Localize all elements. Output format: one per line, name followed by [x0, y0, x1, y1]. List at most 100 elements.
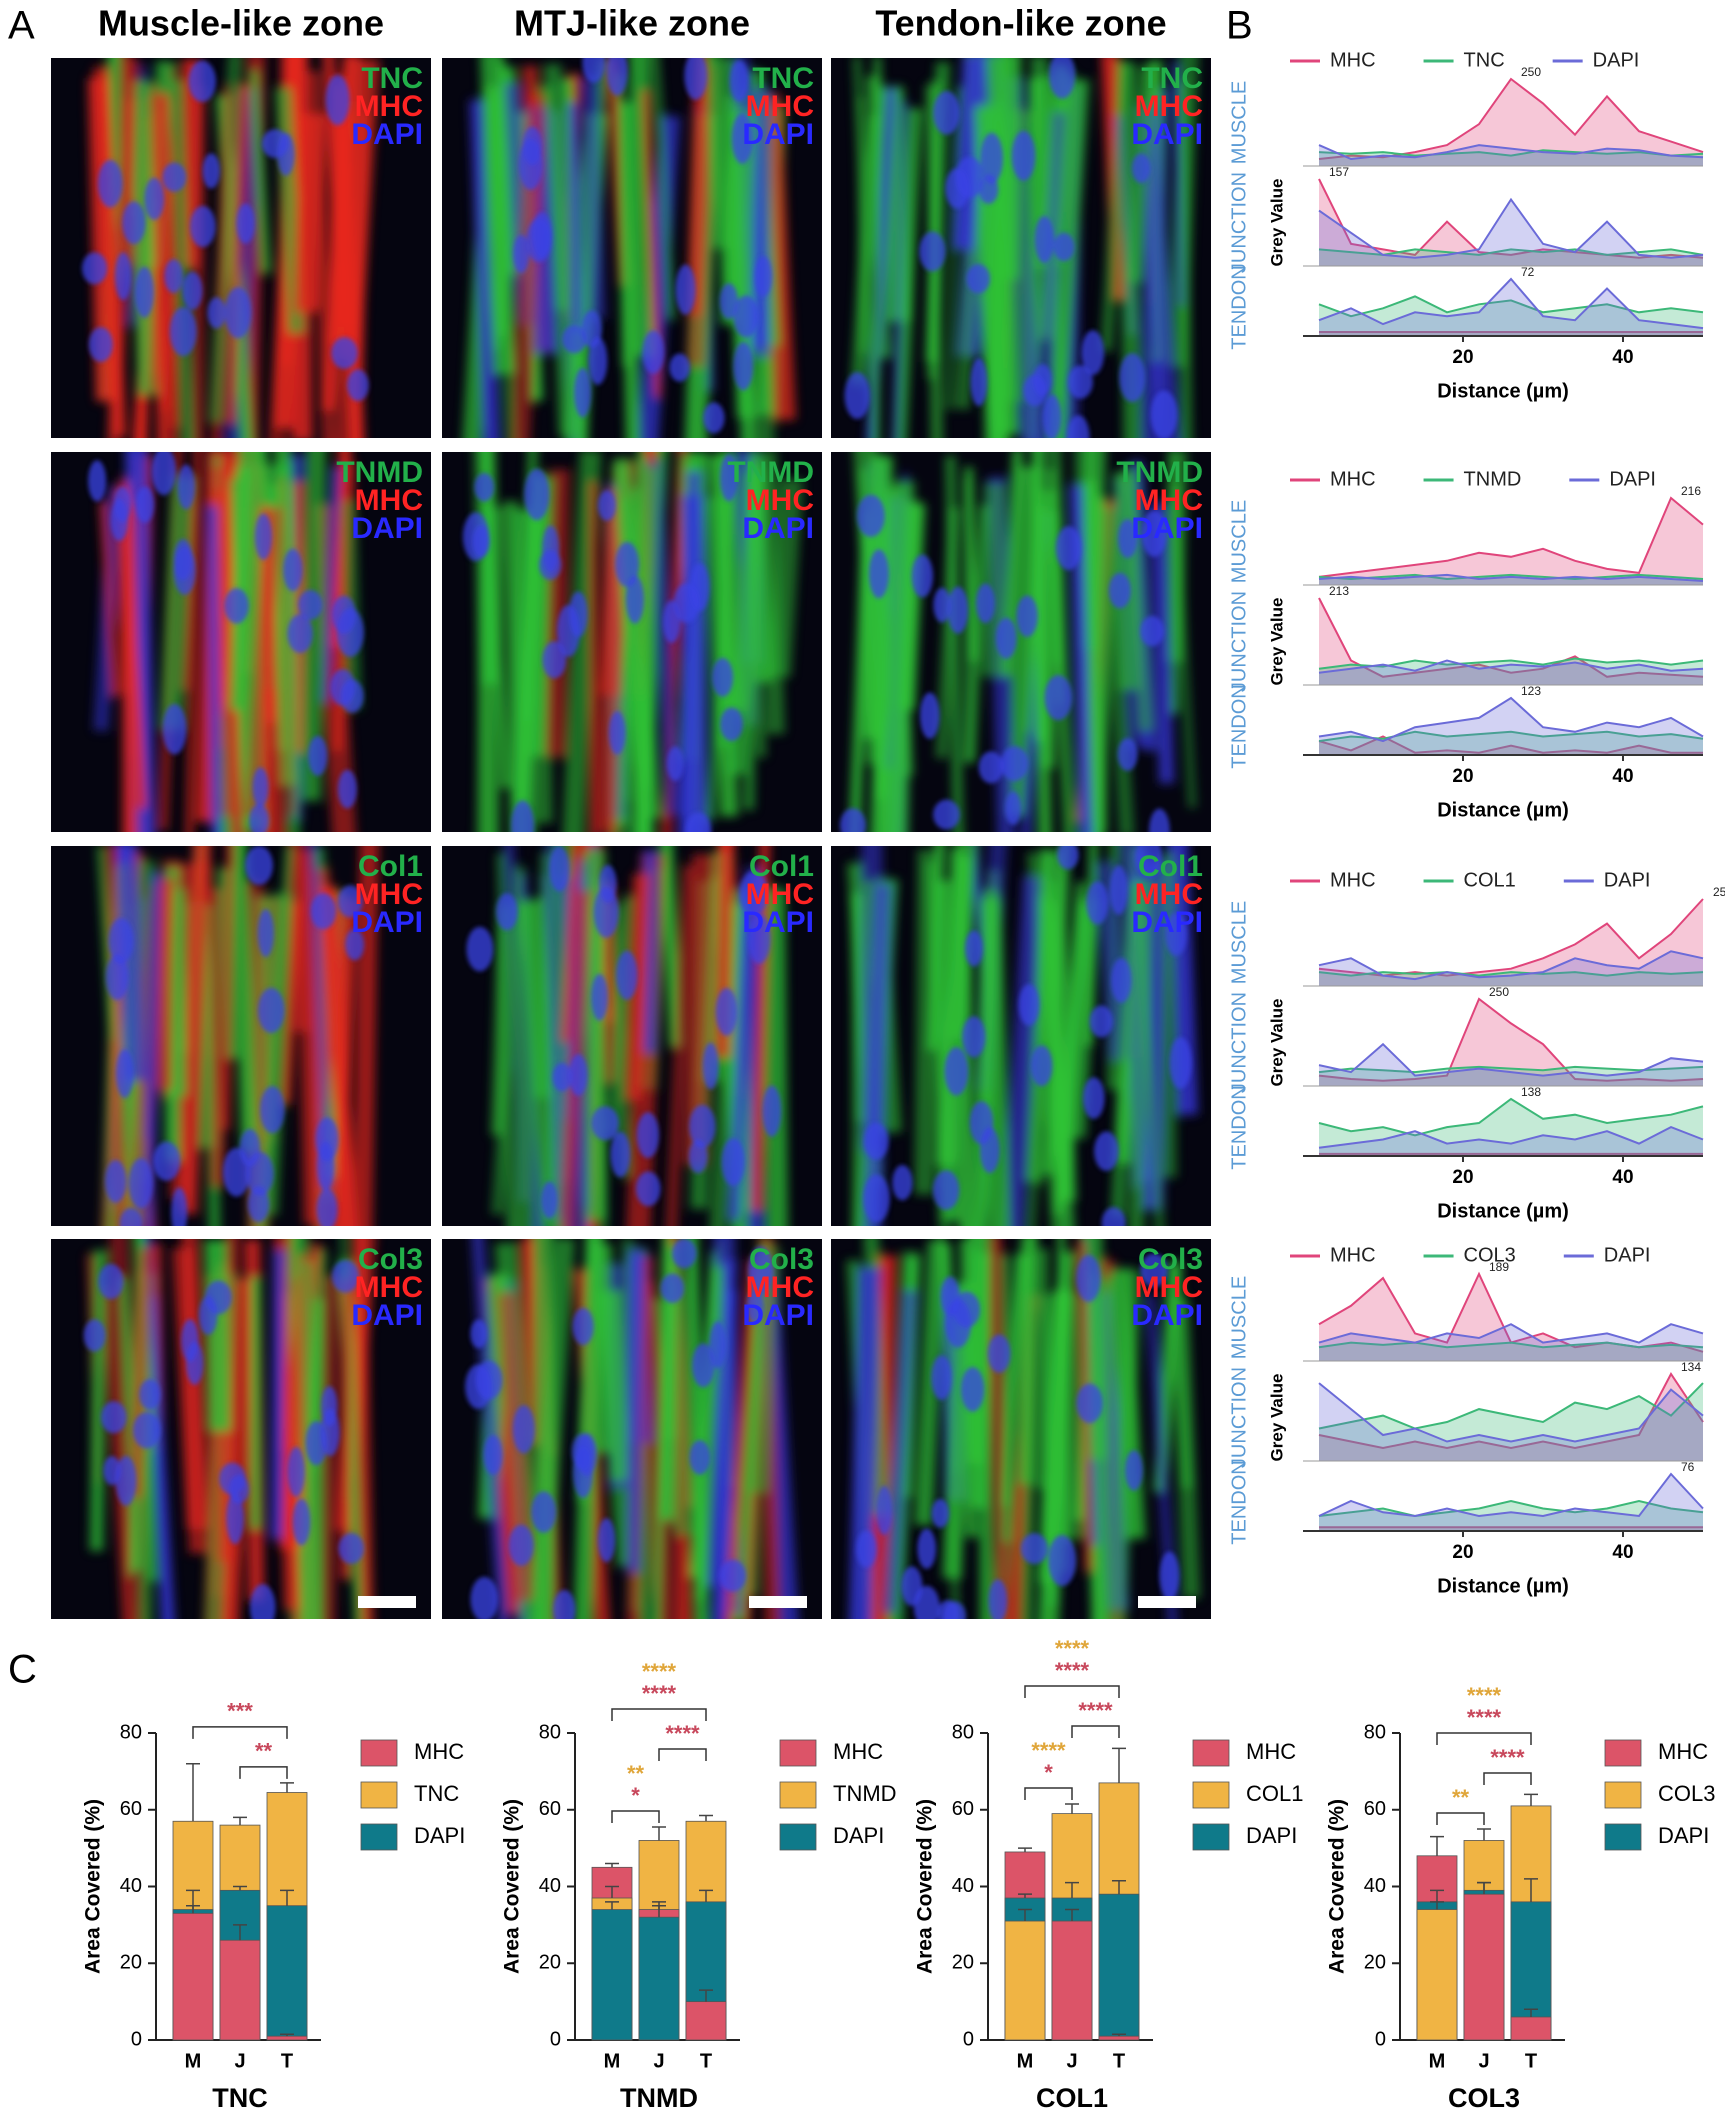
fiber	[209, 58, 242, 423]
nucleus	[671, 1239, 697, 1269]
nucleus	[524, 468, 550, 521]
legend-label: TNMD	[833, 1781, 897, 1806]
error-bar	[1065, 1908, 1079, 1922]
fiber	[942, 1282, 974, 1580]
stain-label: MHC	[1135, 878, 1203, 911]
bar	[172, 1912, 214, 2041]
stain-label: DAPI	[742, 512, 814, 545]
bar	[1004, 1920, 1046, 2041]
nucleus	[931, 1355, 952, 1400]
profile-line	[1318, 1341, 1704, 1349]
significance-bracket	[192, 1726, 288, 1739]
significance-label: ****	[1490, 1745, 1525, 1770]
y-axis-label: Area Covered (%)	[82, 1799, 105, 1974]
nucleus	[1018, 983, 1040, 1026]
fiber	[221, 846, 235, 1131]
nucleus	[177, 464, 195, 510]
nucleus	[636, 1112, 660, 1159]
nucleus	[316, 1188, 338, 1226]
profile-fill	[1319, 660, 1703, 685]
nucleus	[1066, 415, 1090, 438]
x-tick-label: T	[700, 2050, 712, 2072]
micrograph	[831, 58, 1211, 438]
fiber	[115, 846, 147, 1082]
nucleus	[933, 587, 951, 623]
nucleus	[731, 113, 754, 164]
error-bar	[652, 1826, 666, 1841]
nucleus	[608, 711, 626, 755]
micrograph	[831, 452, 1211, 832]
nucleus	[911, 554, 934, 598]
y-tick-label: 20	[539, 1952, 561, 1974]
nucleus	[1081, 330, 1105, 376]
fiber	[720, 111, 752, 326]
nucleus	[597, 490, 617, 521]
profile-fill	[1319, 1324, 1703, 1361]
profile-fill	[1319, 972, 1703, 986]
fiber	[561, 846, 581, 1043]
stain-label: MHC	[355, 878, 423, 911]
fiber	[206, 505, 223, 832]
nucleus	[153, 1141, 181, 1181]
nucleus	[669, 353, 691, 382]
micrograph	[442, 846, 822, 1226]
micrograph	[51, 846, 431, 1226]
zone-label: JUNCTION	[1228, 172, 1250, 273]
nucleus	[1140, 615, 1165, 647]
nucleus	[470, 1319, 488, 1349]
fiber	[974, 1239, 993, 1510]
nucleus	[98, 1263, 124, 1300]
nucleus	[729, 60, 749, 102]
fiber	[616, 74, 629, 367]
nucleus	[739, 871, 768, 916]
stain-label: DAPI	[351, 512, 423, 545]
legend-swatch	[1604, 1823, 1642, 1851]
legend-swatch	[1604, 1781, 1642, 1809]
fiber	[724, 1259, 757, 1619]
stain-label: Col1	[749, 850, 814, 883]
nucleus	[1076, 1383, 1103, 1424]
nucleus	[863, 1174, 890, 1223]
nucleus	[1140, 1253, 1168, 1288]
nucleus	[252, 767, 269, 808]
significance-label: ***	[227, 1699, 253, 1724]
legend-label: DAPI	[1593, 49, 1640, 71]
fiber	[887, 480, 915, 832]
nucleus	[1089, 1005, 1114, 1038]
fiber	[1095, 495, 1108, 832]
nucleus	[113, 486, 132, 523]
zone-label: MUSCLE	[1228, 901, 1250, 984]
nucleus	[347, 369, 369, 402]
profile-fill	[1319, 1066, 1703, 1086]
nucleus	[331, 1259, 360, 1293]
x-tick-label: 20	[1452, 1542, 1473, 1563]
zone-label: JUNCTION	[1228, 591, 1250, 692]
column-header: Muscle-like zone	[98, 3, 384, 44]
nucleus	[340, 679, 364, 713]
fiber	[321, 58, 351, 360]
profile-fill	[1319, 296, 1703, 336]
nucleus	[689, 1440, 711, 1475]
error-bar	[1524, 1793, 1538, 1806]
nucleus	[81, 252, 108, 285]
fiber	[99, 501, 119, 698]
nucleus	[88, 460, 107, 502]
nucleus	[962, 1016, 986, 1058]
nucleus	[1094, 1131, 1119, 1172]
nuclei	[465, 1239, 774, 1619]
nucleus	[310, 893, 337, 930]
fiber	[683, 853, 715, 1166]
bar	[1416, 1909, 1458, 2041]
nucleus	[642, 330, 665, 374]
zone-label: MUSCLE	[1228, 1276, 1250, 1359]
profile-line	[1318, 178, 1704, 259]
nucleus	[703, 402, 725, 434]
significance-label: ****	[665, 1721, 700, 1746]
fiber	[490, 904, 510, 1136]
stain-label: MHC	[746, 1271, 814, 1304]
stain-label: Col3	[1138, 1243, 1203, 1276]
error-bar	[699, 1989, 713, 2002]
nucleus	[932, 1170, 960, 1210]
bar	[266, 2035, 308, 2041]
